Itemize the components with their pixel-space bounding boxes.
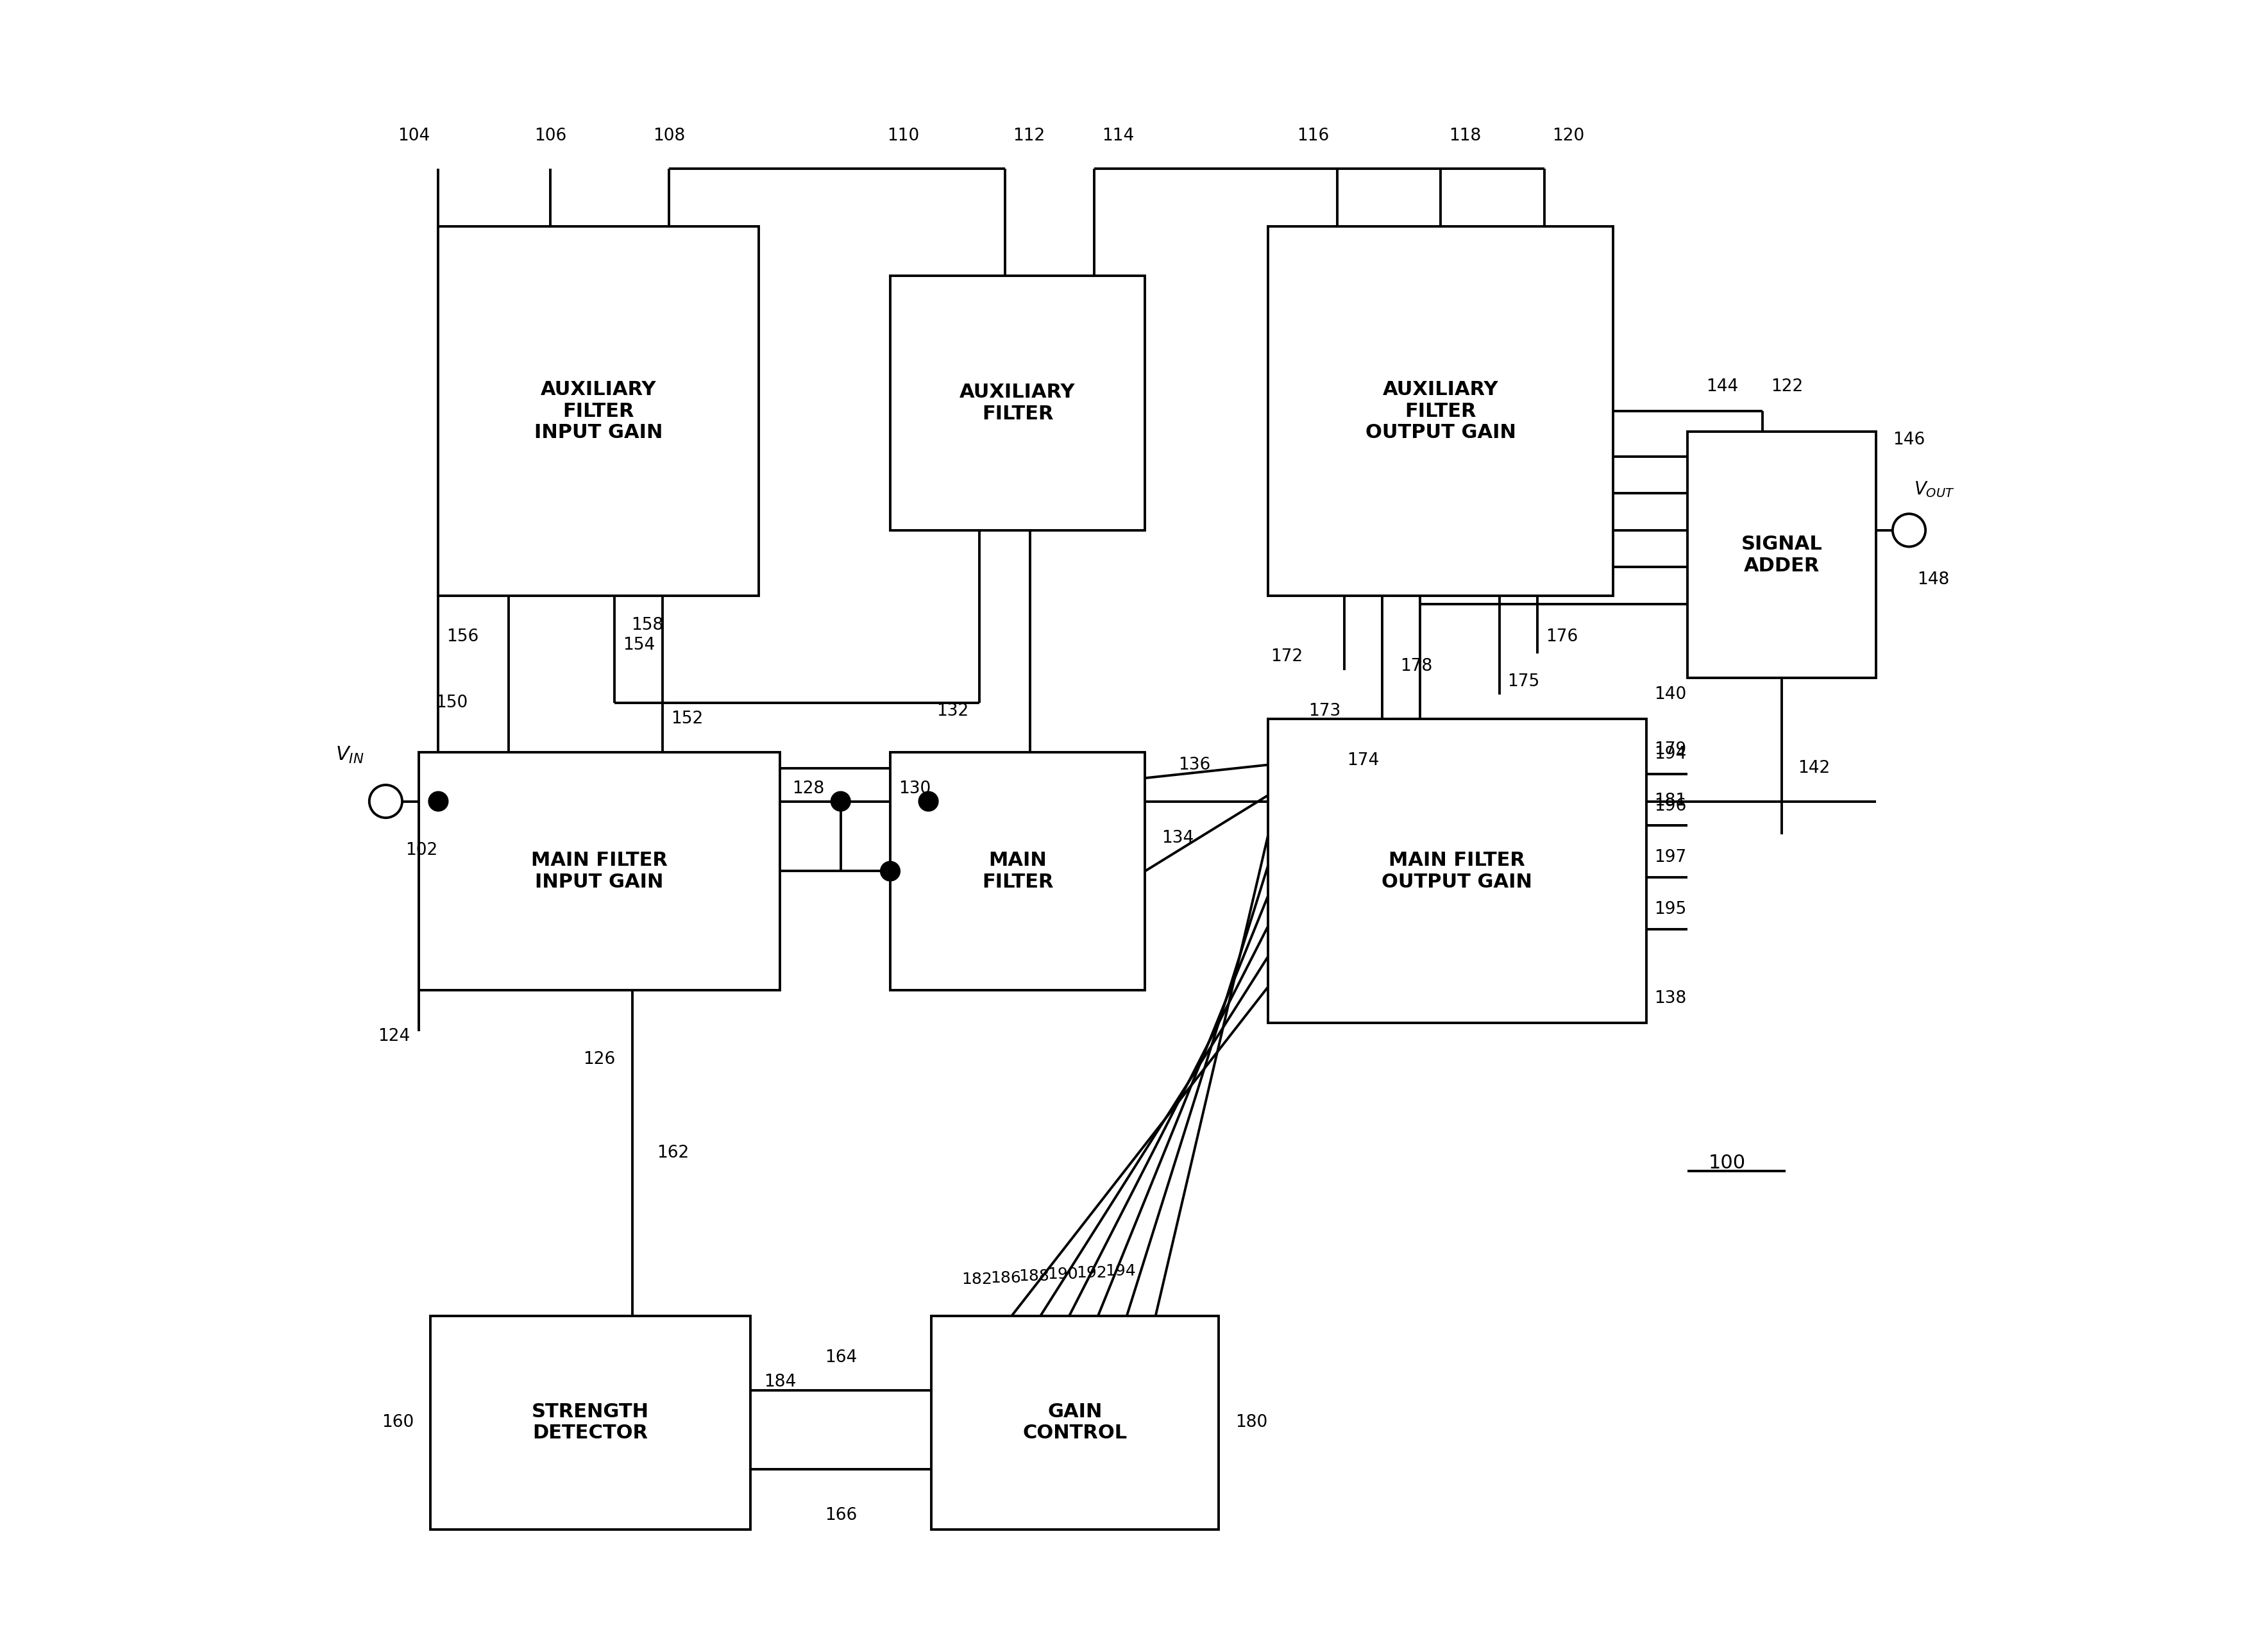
Text: 164: 164 — [824, 1350, 858, 1366]
Text: 172: 172 — [1271, 649, 1302, 666]
Text: 126: 126 — [582, 1051, 616, 1067]
Text: 104: 104 — [397, 127, 431, 144]
Text: 196: 196 — [1654, 798, 1686, 814]
Text: 130: 130 — [898, 781, 930, 798]
Text: 106: 106 — [535, 127, 567, 144]
Text: 190: 190 — [1047, 1267, 1079, 1282]
Text: 108: 108 — [652, 127, 686, 144]
Text: 146: 146 — [1894, 431, 1925, 448]
Text: 166: 166 — [824, 1507, 858, 1523]
Text: SIGNAL
ADDER: SIGNAL ADDER — [1740, 535, 1821, 575]
Bar — [1268, 226, 1614, 596]
Text: MAIN
FILTER: MAIN FILTER — [982, 851, 1054, 892]
Bar — [932, 1315, 1219, 1530]
Text: STRENGTH
DETECTOR: STRENGTH DETECTOR — [533, 1403, 650, 1442]
Text: AUXILIARY
FILTER: AUXILIARY FILTER — [959, 383, 1077, 423]
Text: 116: 116 — [1298, 127, 1329, 144]
Text: 140: 140 — [1654, 686, 1686, 702]
Text: 194: 194 — [1106, 1264, 1135, 1279]
Bar — [418, 752, 781, 990]
Text: 136: 136 — [1178, 757, 1210, 773]
Bar — [1268, 719, 1645, 1023]
Text: 134: 134 — [1162, 829, 1194, 847]
Text: 173: 173 — [1309, 702, 1341, 719]
Text: 192: 192 — [1077, 1265, 1108, 1280]
Text: GAIN
CONTROL: GAIN CONTROL — [1022, 1403, 1128, 1442]
Text: 120: 120 — [1553, 127, 1584, 144]
Bar — [438, 226, 758, 596]
Text: 156: 156 — [447, 629, 478, 646]
Text: 132: 132 — [937, 702, 968, 719]
Circle shape — [370, 785, 402, 818]
Text: 175: 175 — [1508, 672, 1539, 691]
Text: 184: 184 — [763, 1374, 797, 1391]
Text: 178: 178 — [1399, 657, 1433, 676]
Text: 194: 194 — [1654, 745, 1686, 763]
Text: 186: 186 — [991, 1270, 1020, 1285]
Text: 174: 174 — [1347, 752, 1379, 768]
Text: 144: 144 — [1706, 378, 1738, 395]
Text: 179: 179 — [1654, 742, 1686, 758]
Text: $V_{IN}$: $V_{IN}$ — [336, 745, 363, 765]
Circle shape — [880, 861, 901, 881]
Text: 112: 112 — [1013, 127, 1045, 144]
Circle shape — [1894, 514, 1925, 547]
Text: 182: 182 — [961, 1272, 993, 1287]
Circle shape — [919, 791, 939, 811]
Text: 142: 142 — [1799, 760, 1830, 776]
Text: 122: 122 — [1772, 378, 1803, 395]
Circle shape — [831, 791, 851, 811]
Bar — [889, 276, 1144, 530]
Text: 181: 181 — [1654, 793, 1686, 809]
Bar — [889, 752, 1144, 990]
Text: 118: 118 — [1449, 127, 1481, 144]
Text: 124: 124 — [379, 1028, 411, 1044]
Text: 110: 110 — [887, 127, 919, 144]
Text: 138: 138 — [1654, 990, 1686, 1006]
Bar — [431, 1315, 752, 1530]
Text: MAIN FILTER
OUTPUT GAIN: MAIN FILTER OUTPUT GAIN — [1381, 851, 1533, 892]
Text: 195: 195 — [1654, 900, 1686, 917]
Text: 114: 114 — [1101, 127, 1135, 144]
Text: $V_{OUT}$: $V_{OUT}$ — [1914, 479, 1955, 499]
Text: 158: 158 — [632, 618, 664, 634]
Circle shape — [429, 791, 449, 811]
Text: AUXILIARY
FILTER
INPUT GAIN: AUXILIARY FILTER INPUT GAIN — [535, 380, 664, 443]
Text: 100: 100 — [1709, 1153, 1747, 1173]
Text: 162: 162 — [657, 1145, 688, 1161]
Text: 128: 128 — [792, 781, 824, 798]
Text: 180: 180 — [1235, 1414, 1268, 1431]
Text: 102: 102 — [406, 843, 438, 859]
Text: 176: 176 — [1546, 629, 1578, 646]
Text: 148: 148 — [1916, 572, 1950, 588]
Text: 154: 154 — [623, 638, 655, 654]
Text: 197: 197 — [1654, 849, 1686, 866]
Text: MAIN FILTER
INPUT GAIN: MAIN FILTER INPUT GAIN — [530, 851, 668, 892]
Text: 150: 150 — [436, 694, 467, 710]
Bar — [1688, 431, 1876, 677]
Text: 152: 152 — [670, 710, 704, 727]
Text: AUXILIARY
FILTER
OUTPUT GAIN: AUXILIARY FILTER OUTPUT GAIN — [1365, 380, 1517, 443]
Text: 188: 188 — [1018, 1269, 1050, 1284]
Text: 160: 160 — [381, 1414, 413, 1431]
